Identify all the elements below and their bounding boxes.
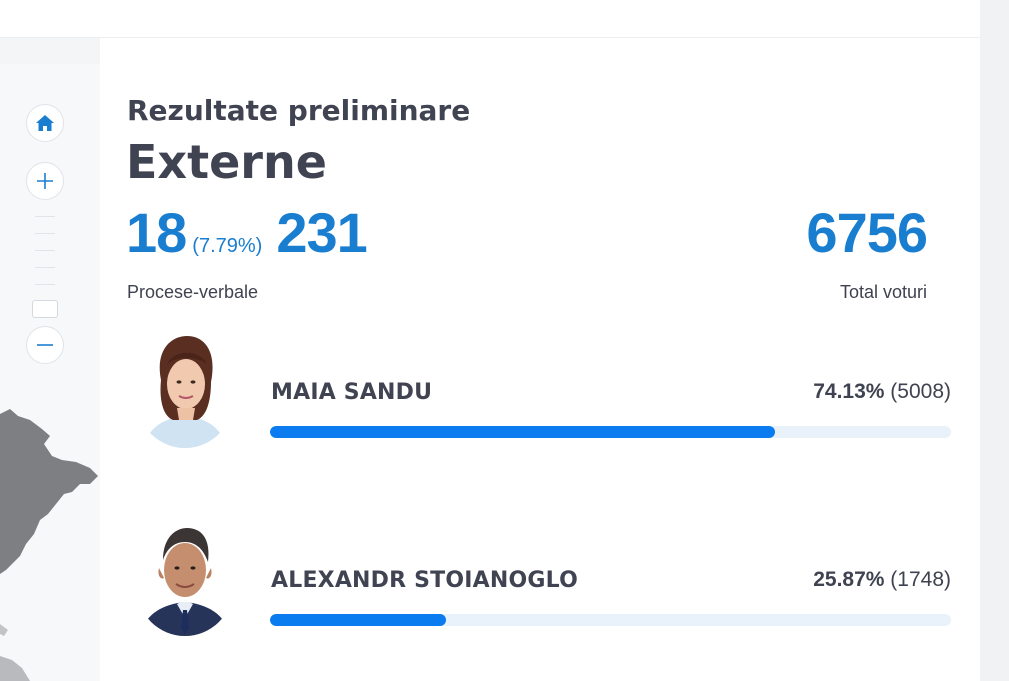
region-title: Externe <box>126 135 327 189</box>
zoom-scale-tick <box>35 233 55 234</box>
map-zoom-out-button[interactable] <box>26 326 64 364</box>
map-panel[interactable] <box>0 64 100 681</box>
plus-icon <box>37 173 53 189</box>
candidate-votes: (1748) <box>890 568 951 591</box>
candidate-progress-fill <box>270 426 775 438</box>
map-zoom-in-button[interactable] <box>26 162 64 200</box>
candidate-row: ALEXANDR STOIANOGLO 25.87% (1748) <box>100 518 980 638</box>
protocols-stats: 18 (7.79%) 231 <box>126 200 368 264</box>
minus-icon <box>37 344 53 346</box>
candidate-photo-avatar <box>137 518 233 636</box>
candidate-votes: (5008) <box>890 380 951 403</box>
protocols-label: Procese-verbale <box>127 282 259 302</box>
candidate-progress-track <box>270 426 951 438</box>
candidate-result: 25.87% (1748) <box>813 568 951 592</box>
zoom-scale-tick <box>35 250 55 251</box>
top-bar <box>0 0 980 38</box>
map-home-button[interactable] <box>26 104 64 142</box>
zoom-scale-tick <box>35 216 55 217</box>
candidate-percent: 25.87% <box>813 568 885 591</box>
processed-protocols-count: 18 <box>126 201 187 264</box>
zoom-slider-handle[interactable] <box>32 300 58 318</box>
total-protocols-count: 231 <box>276 201 367 264</box>
candidate-progress-fill <box>270 614 447 626</box>
home-icon <box>36 115 54 131</box>
zoom-scale-tick <box>35 284 55 285</box>
candidate-name: MAIA SANDU <box>271 380 433 405</box>
zoom-scale-tick <box>35 267 55 268</box>
candidate-result: 74.13% (5008) <box>813 380 951 404</box>
candidate-percent: 74.13% <box>813 380 885 403</box>
candidate-row: MAIA SANDU 74.13% (5008) <box>100 330 980 450</box>
candidate-progress-track <box>270 614 951 626</box>
total-votes-label: Total voturi <box>839 282 927 302</box>
world-map-fragment[interactable] <box>0 64 100 681</box>
processed-protocols-percent: (7.79%) <box>192 235 263 257</box>
results-subtitle: Rezultate preliminare <box>127 94 471 127</box>
results-panel: Rezultate preliminare Externe 18 (7.79%)… <box>100 38 980 681</box>
candidate-name: ALEXANDR STOIANOGLO <box>271 568 579 593</box>
total-votes-count: 6756 <box>806 201 928 264</box>
candidate-photo-avatar <box>137 330 233 448</box>
page-gutter <box>980 0 1009 681</box>
